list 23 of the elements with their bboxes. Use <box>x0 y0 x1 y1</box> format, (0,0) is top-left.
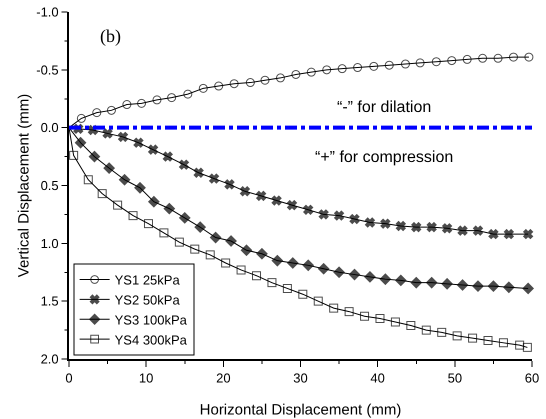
x-tick-label: 10 <box>138 370 154 386</box>
annotation: “+” for compression <box>315 149 454 166</box>
y-tick-label: 2.0 <box>40 352 59 367</box>
legend-label: YS4 300kPa <box>114 332 188 348</box>
x-tick-label: 40 <box>370 370 385 386</box>
y-tick-label: 1.5 <box>40 294 59 309</box>
x-axis-title: Horizontal Displacement (mm) <box>200 402 402 418</box>
y-tick-label: 0.0 <box>40 120 59 136</box>
annotation: (b) <box>100 26 121 46</box>
y-tick-label: -1.0 <box>36 4 59 20</box>
legend-label: YS1 25kPa <box>114 272 180 288</box>
legend-label: YS2 50kPa <box>114 292 180 308</box>
y-tick-label: 1.0 <box>40 236 59 251</box>
x-tick-label: 20 <box>216 370 231 386</box>
y-tick-label: -0.5 <box>36 62 59 78</box>
y-axis-title: Vertical Displacement (mm) <box>16 94 32 278</box>
legend-label: YS3 100kPa <box>114 312 188 328</box>
y-tick-label: 0.5 <box>40 178 59 194</box>
x-tick-label: 30 <box>293 370 308 386</box>
x-tick-label: 0 <box>65 370 73 386</box>
x-tick-label: 50 <box>448 370 462 386</box>
x-tick-label: 60 <box>524 370 540 386</box>
annotation: “-” for dilation <box>337 99 432 116</box>
